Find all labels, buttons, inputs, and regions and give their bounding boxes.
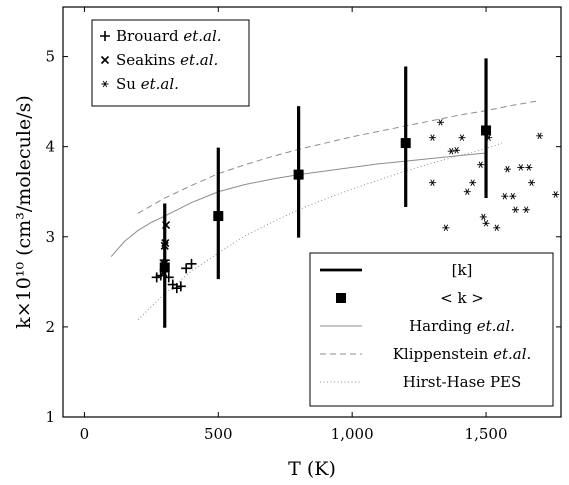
su-marker bbox=[485, 134, 493, 141]
su-marker bbox=[458, 134, 466, 141]
brouard-marker bbox=[181, 263, 192, 274]
legend-marker-brouard bbox=[100, 31, 110, 41]
k-mean-marker bbox=[481, 125, 492, 136]
su-marker bbox=[522, 206, 530, 214]
su-marker bbox=[536, 132, 544, 140]
legend-label: Harding et.al. bbox=[409, 317, 515, 335]
hirst-hase-line bbox=[137, 142, 503, 321]
legend-experiments: Brouard et.al. Seakins et.al. Su et.al. bbox=[91, 19, 250, 107]
legend-theory-box bbox=[309, 252, 554, 407]
su-marker bbox=[517, 164, 525, 171]
klippenstein-line bbox=[137, 100, 540, 214]
axis-ticks bbox=[63, 7, 561, 418]
su-marker bbox=[437, 119, 445, 126]
brouard-marker bbox=[163, 272, 174, 283]
legend-label: Seakins et.al. bbox=[116, 51, 218, 69]
legend-sample-k-mean bbox=[336, 293, 346, 303]
y-axis-label: k×10¹⁰ (cm³/molecule/s) bbox=[13, 95, 35, 329]
y-tick-label: 4 bbox=[45, 138, 55, 156]
tick-labels: 0 500 1,000 1,500 1 2 3 4 5 bbox=[45, 48, 507, 443]
su-marker bbox=[447, 147, 455, 155]
su-marker bbox=[511, 206, 519, 214]
su-marker bbox=[428, 134, 436, 141]
su-marker bbox=[453, 147, 461, 154]
x-tick-label: 1,000 bbox=[331, 425, 374, 443]
legend-theory: [k] < k > Harding et.al. Klippenstein et.al… bbox=[309, 252, 554, 407]
seakins-marker bbox=[160, 241, 169, 250]
legend-label: [k] bbox=[452, 261, 473, 279]
k-mean-marker bbox=[293, 169, 304, 180]
legend-label: Hirst-Hase PES bbox=[403, 373, 522, 391]
plot-area bbox=[62, 6, 562, 418]
legend-label: Klippenstein et.al. bbox=[393, 345, 532, 363]
x-axis-label: T (K) bbox=[288, 458, 336, 480]
su-marker bbox=[428, 179, 436, 186]
y-tick-label: 2 bbox=[45, 318, 55, 336]
legend-label: < k > bbox=[440, 289, 484, 307]
su-marker bbox=[479, 213, 487, 221]
su-marker bbox=[509, 192, 517, 200]
k-mean-marker bbox=[400, 138, 411, 149]
k-mean-marker bbox=[159, 262, 170, 273]
su-marker bbox=[482, 219, 490, 227]
su-marker bbox=[493, 224, 501, 232]
k-mean-marker bbox=[213, 211, 224, 222]
legend-experiments-box bbox=[91, 19, 250, 107]
x-tick-label: 0 bbox=[80, 425, 90, 443]
su-marker bbox=[477, 161, 485, 168]
su-marker bbox=[503, 165, 511, 173]
legend-label: Su et.al. bbox=[116, 75, 179, 93]
x-tick-label: 500 bbox=[204, 425, 233, 443]
seakins-marker bbox=[161, 239, 170, 248]
su-marker bbox=[463, 188, 471, 195]
y-tick-label: 1 bbox=[45, 408, 55, 426]
y-tick-label: 3 bbox=[45, 228, 55, 246]
su-marker bbox=[501, 192, 509, 200]
y-tick-label: 5 bbox=[45, 48, 55, 66]
legend-marker-su bbox=[101, 80, 109, 88]
su-marker bbox=[469, 179, 477, 186]
brouard-marker bbox=[186, 258, 197, 269]
brouard-marker bbox=[175, 281, 186, 292]
su-marker bbox=[525, 164, 533, 171]
harding-line bbox=[110, 152, 487, 257]
su-marker bbox=[442, 224, 450, 232]
legend-marker-seakins bbox=[100, 55, 110, 65]
x-tick-label: 1,500 bbox=[465, 425, 508, 443]
seakins-marker bbox=[160, 259, 169, 268]
seakins-marker bbox=[159, 268, 168, 277]
seakins-marker bbox=[162, 221, 171, 230]
series-layer bbox=[110, 58, 560, 328]
su-marker bbox=[552, 191, 560, 198]
su-marker bbox=[528, 179, 536, 186]
legend-label: Brouard et.al. bbox=[116, 27, 222, 45]
